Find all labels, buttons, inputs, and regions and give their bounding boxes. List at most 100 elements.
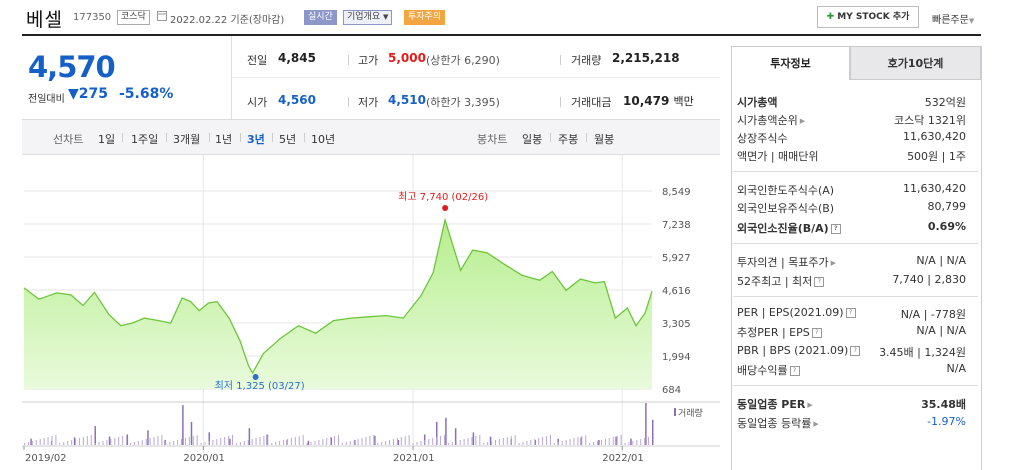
volume-bar (220, 438, 222, 445)
divider (240, 133, 241, 142)
tab-order-book[interactable]: 호가10단계 (850, 46, 981, 80)
volume-bar (228, 436, 230, 445)
volume-bar (98, 442, 100, 445)
volume-bar (188, 437, 190, 445)
x-tick-label: 2022/01 (602, 453, 644, 464)
volume-bar (208, 441, 210, 445)
period-1y[interactable]: 1년 (215, 133, 233, 146)
estimated-per-row: 추정PER | EPS? N/A | N/A (737, 324, 966, 339)
volume-bar (645, 403, 647, 445)
section-divider (733, 171, 978, 172)
tab-investment-info[interactable]: 투자정보 (731, 46, 850, 80)
period-5y[interactable]: 5년 (279, 133, 297, 146)
volume-bar (491, 441, 493, 445)
volume-bar (365, 437, 367, 445)
volume-bar (423, 434, 426, 445)
volume-bar (165, 443, 167, 445)
volume-bar (129, 443, 131, 445)
volume-bar (530, 440, 532, 445)
industry-per-row: 동일업종 PER ▶ 35.48배 (737, 398, 966, 411)
low-label: 저가 (358, 96, 379, 109)
volume-bar (94, 443, 96, 445)
current-price: 4,570 (28, 50, 116, 84)
volume-bar (67, 441, 69, 445)
volume-bar (549, 435, 551, 445)
volume-bar (454, 428, 457, 445)
volume-bar (229, 438, 231, 445)
volume-bar (514, 435, 516, 445)
volume-bar (310, 442, 312, 445)
help-icon[interactable]: ? (845, 308, 856, 318)
lower-limit: (하한가 3,395) (426, 96, 500, 109)
help-icon[interactable]: ? (850, 346, 861, 356)
volume-bar (177, 440, 179, 445)
y-tick-label: 3,305 (662, 319, 691, 330)
volume-bar (247, 440, 249, 445)
volume-bar (424, 440, 426, 445)
volume-bar (307, 440, 310, 445)
volume-legend-swatch (674, 408, 676, 416)
candle-monthly[interactable]: 월봉 (594, 133, 615, 146)
volume-bar (133, 442, 135, 445)
volume-bar (404, 436, 406, 445)
volume-bar (204, 442, 206, 445)
volume-bar (137, 441, 139, 445)
volume-bar (55, 435, 57, 445)
quick-order-button[interactable]: 빠른주문▼ (932, 15, 975, 26)
volume-bar (294, 437, 296, 445)
divider (560, 55, 561, 65)
period-1w[interactable]: 1주일 (131, 133, 159, 146)
volume-bar (397, 439, 400, 445)
volume-bar (173, 441, 175, 445)
volume-bar (598, 439, 600, 445)
volume-bar (443, 435, 445, 445)
help-icon[interactable]: ? (814, 277, 825, 287)
volume-bar (224, 437, 226, 445)
prev-close-label: 전일 (247, 54, 268, 67)
section-divider (733, 385, 978, 386)
high-label: 최고 7,740 (02/26) (398, 191, 488, 203)
volume-bar (43, 438, 45, 445)
price-area (24, 219, 652, 389)
candle-weekly[interactable]: 주봉 (558, 133, 579, 146)
calendar-icon (157, 11, 167, 21)
volume-bar (267, 435, 269, 445)
stock-name: 베셀 (26, 9, 63, 31)
volume-bar (561, 441, 563, 445)
volume-bar (322, 439, 324, 445)
price-change-rate: -5.68% (119, 86, 174, 102)
volume-bar (396, 438, 398, 445)
high-value: 5,000 (388, 51, 426, 65)
volume-bar (73, 437, 76, 445)
volume-bar (581, 436, 583, 445)
volume-bar (475, 436, 477, 445)
help-icon[interactable]: ? (811, 328, 822, 338)
volume-bar (593, 442, 595, 445)
help-icon[interactable]: ? (830, 224, 841, 234)
add-mystock-button[interactable]: ✚ MY STOCK 추가 (817, 6, 919, 28)
divider (586, 133, 587, 142)
volume-bar (314, 441, 316, 445)
arrow-right-icon: ▶ (813, 420, 819, 428)
volume-bar (615, 436, 617, 445)
volume-bar (353, 440, 355, 445)
realtime-button[interactable]: 실시간 (304, 10, 337, 25)
company-overview-dropdown[interactable]: 기업개요 ▼ (343, 10, 393, 25)
volume-bar (506, 437, 508, 445)
volume-bar (538, 438, 540, 445)
volume-bar (94, 426, 96, 445)
volume-bar (110, 439, 112, 445)
period-1d[interactable]: 1일 (98, 133, 116, 146)
period-3y[interactable]: 3년 (247, 133, 265, 146)
volume-bar (153, 437, 155, 445)
volume-bar (298, 436, 300, 445)
period-10y[interactable]: 10년 (311, 133, 336, 146)
volume-bar (463, 439, 465, 445)
high-marker (442, 205, 449, 211)
volume-bar (126, 435, 128, 445)
help-icon[interactable]: ? (789, 366, 800, 376)
period-3m[interactable]: 3개월 (173, 133, 201, 146)
volume-bar (436, 437, 438, 445)
candle-daily[interactable]: 일봉 (522, 133, 543, 146)
par-value-row: 액면가 | 매매단위 500원 | 1주 (737, 150, 966, 163)
